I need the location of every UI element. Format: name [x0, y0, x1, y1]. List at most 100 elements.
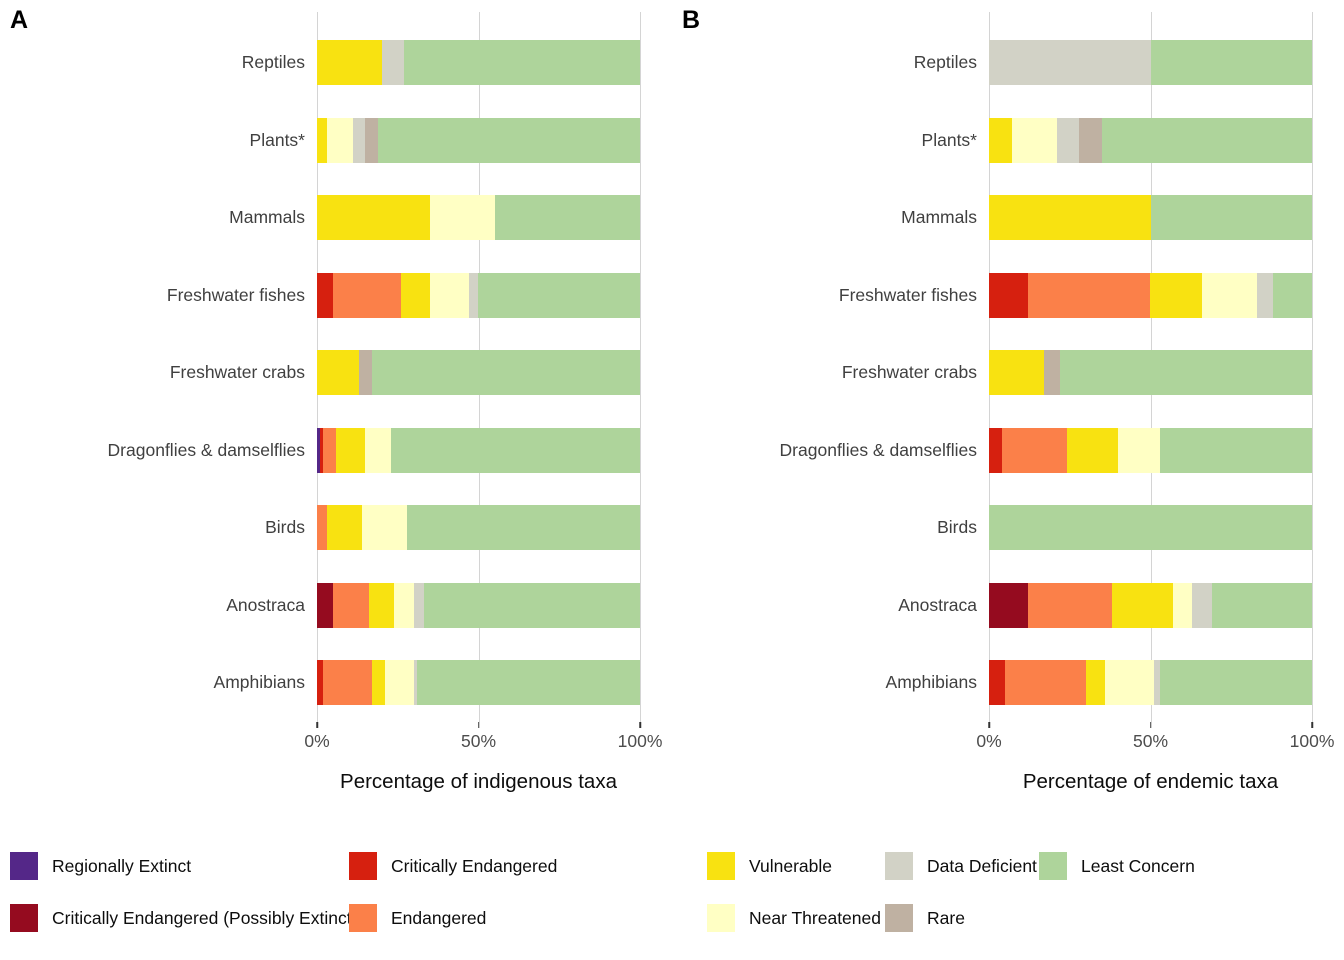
bar-segment-vu — [317, 40, 382, 86]
panel-a-letter: A — [10, 6, 29, 34]
bar-segment-vu — [400, 272, 431, 318]
bar-row — [317, 412, 640, 490]
x-tick-label: 50% — [460, 730, 497, 751]
bar-row — [317, 179, 640, 257]
panel-b-letter: B — [682, 6, 701, 34]
bar-segment-lc — [1150, 40, 1312, 86]
bar-segment-lc — [1150, 195, 1312, 241]
bar-segment-lc — [1273, 272, 1312, 318]
legend-item-dd: Data Deficient — [885, 852, 1037, 880]
category-label: Birds — [265, 517, 305, 538]
category-labels: Reptiles Plants* Mammals Freshwater fishes F… — [0, 24, 305, 722]
x-axis-title-a: Percentage of indigenous taxa — [340, 770, 617, 793]
bar-segment-lc — [1211, 582, 1312, 628]
bar-segment-nt — [1173, 582, 1193, 628]
x-tick-label: 0% — [976, 730, 1002, 751]
bar-segment-crpe — [989, 582, 1028, 628]
legend-swatch-vu — [707, 852, 735, 880]
bar-segment-crpe — [317, 582, 334, 628]
bar-segment-nt — [1118, 427, 1161, 473]
bar-segment-rare — [1079, 117, 1103, 163]
x-tick-label: 0% — [304, 730, 330, 751]
bar-segment-nt — [365, 427, 392, 473]
category-label: Anostraca — [898, 594, 977, 615]
bar-segment-re — [317, 427, 321, 473]
bar-segment-en — [323, 427, 337, 473]
bar-segment-lc — [1160, 660, 1312, 706]
bar-segment-vu — [989, 195, 1151, 241]
bar-segment-nt — [430, 272, 469, 318]
bar-segment-cr — [989, 660, 1006, 706]
bar-segment-lc — [417, 660, 640, 706]
bar-row — [989, 489, 1312, 567]
bar-segment-cr — [989, 272, 1028, 318]
x-tick-label: 50% — [1132, 730, 1169, 751]
bar-segment-dd — [381, 40, 405, 86]
bar-segment-en — [1001, 427, 1067, 473]
bar-segment-vu — [317, 195, 431, 241]
bar-segment-lc — [371, 350, 640, 396]
stacked-bar — [989, 195, 1312, 241]
x-tick-mark — [1311, 721, 1313, 728]
bar-row — [989, 102, 1312, 180]
bar-segment-cr — [320, 427, 324, 473]
bar-row — [989, 179, 1312, 257]
bar-segment-en — [1005, 660, 1086, 706]
legend-swatch-en — [349, 904, 377, 932]
bar-segment-dd — [989, 40, 1151, 86]
bar-segment-vu — [317, 117, 327, 163]
stacked-bar — [989, 427, 1312, 473]
stacked-bar — [989, 117, 1312, 163]
legend-item-cr: Critically Endangered — [349, 852, 557, 880]
bar-segment-lc — [404, 40, 640, 86]
bar-segment-en — [323, 660, 372, 706]
gridline-100 — [1312, 12, 1313, 722]
legend-swatch-re — [10, 852, 38, 880]
panel-b: B Reptiles Plants* Mammals Freshwater fishe… — [672, 0, 1344, 830]
bar-segment-lc — [494, 195, 640, 241]
category-label: Freshwater crabs — [169, 362, 305, 383]
legend-label: Regionally Extinct — [52, 855, 192, 876]
legend-item-nt: Near Threatened — [707, 904, 881, 932]
bar-segment-dd — [352, 117, 366, 163]
legend-label: Critically Endangered (Possibly Extinct) — [52, 907, 358, 928]
bar-row — [989, 334, 1312, 412]
bar-segment-lc — [1102, 117, 1312, 163]
stacked-bar — [989, 350, 1312, 396]
x-tick-mark — [477, 721, 480, 728]
legend-label: Data Deficient — [927, 855, 1037, 876]
category-label: Dragonflies & damselflies — [107, 439, 305, 460]
bar-segment-nt — [394, 582, 414, 628]
x-tick-mark — [988, 721, 990, 728]
gridline-100 — [640, 12, 641, 722]
bar-segment-dd — [468, 272, 479, 318]
legend-item-rare: Rare — [885, 904, 965, 932]
x-tick-mark — [639, 721, 641, 728]
category-label: Mammals — [901, 207, 977, 228]
bar-segment-cr — [989, 427, 1002, 473]
bar-segment-vu — [989, 117, 1012, 163]
bar-row — [989, 567, 1312, 645]
bar-segment-vu — [336, 427, 366, 473]
bar-segment-en — [317, 505, 327, 551]
x-ticks: 0% 50% 100% — [976, 721, 1334, 764]
bar-segment-vu — [371, 660, 385, 706]
category-label: Dragonflies & damselflies — [779, 439, 977, 460]
bar-segment-lc — [378, 117, 640, 163]
category-label: Amphibians — [885, 672, 977, 693]
bar-segment-nt — [384, 660, 414, 706]
legend-swatch-nt — [707, 904, 735, 932]
legend-item-en: Endangered — [349, 904, 486, 932]
legend-item-vu: Vulnerable — [707, 852, 832, 880]
bar-segment-rare — [1043, 350, 1061, 396]
stacked-bar — [989, 272, 1312, 318]
bar-segment-nt — [1105, 660, 1154, 706]
bar-segment-dd — [1153, 660, 1161, 706]
stacked-bar — [989, 40, 1312, 86]
category-label: Reptiles — [913, 52, 977, 73]
stacked-bar — [317, 505, 640, 551]
legend-swatch-rare — [885, 904, 913, 932]
legend-label: Endangered — [391, 907, 487, 928]
legend-swatch-lc — [1039, 852, 1067, 880]
